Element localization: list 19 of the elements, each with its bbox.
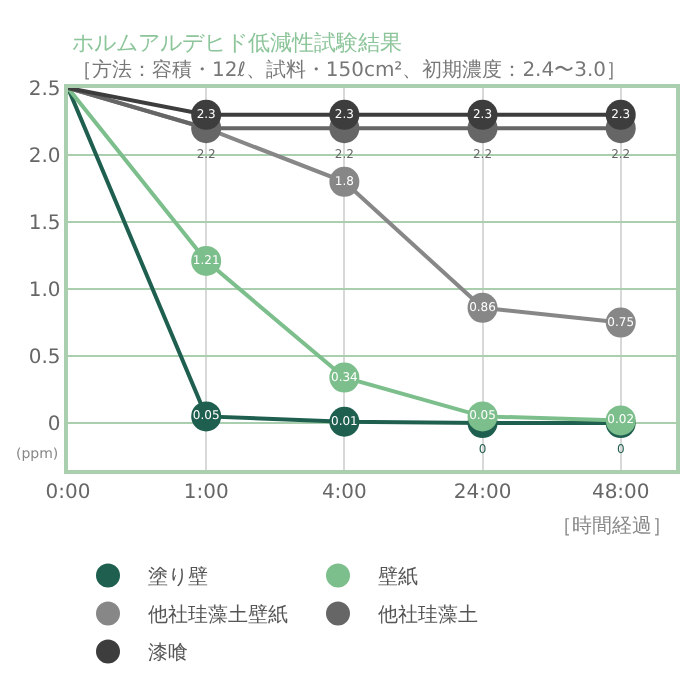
y-tick-label: 1.5: [28, 213, 61, 236]
x-tick-label: 24:00: [453, 481, 512, 504]
y-tick-label: 1.0: [28, 280, 61, 303]
y-tick-label: 2.0: [28, 146, 61, 169]
y-tick-label: 0.5: [28, 347, 61, 370]
legend-label: 塗り壁: [148, 565, 208, 590]
legend-label: 他社珪藻土壁紙: [148, 603, 288, 628]
y-tick-label: 0: [47, 414, 61, 437]
x-tick-label: 1:00: [183, 481, 229, 504]
x-tick-label: 4:00: [321, 481, 367, 504]
x-tick-label: 0:00: [45, 481, 91, 504]
chart-title: ホルムアルデヒド低減性試験結果: [72, 30, 402, 56]
legend-label: 漆喰: [148, 641, 188, 666]
x-axis-title: ［時間経過］: [552, 514, 672, 538]
x-tick-label: 48:00: [591, 481, 650, 504]
y-tick-label: 2.5: [28, 79, 61, 101]
chart-subtitle: ［方法：容積・12ℓ、試料・150cm²、初期濃度：2.4〜3.0］: [72, 58, 626, 82]
legend-label: 壁紙: [378, 565, 418, 590]
legend-label: 他社珪藻土: [378, 603, 478, 628]
